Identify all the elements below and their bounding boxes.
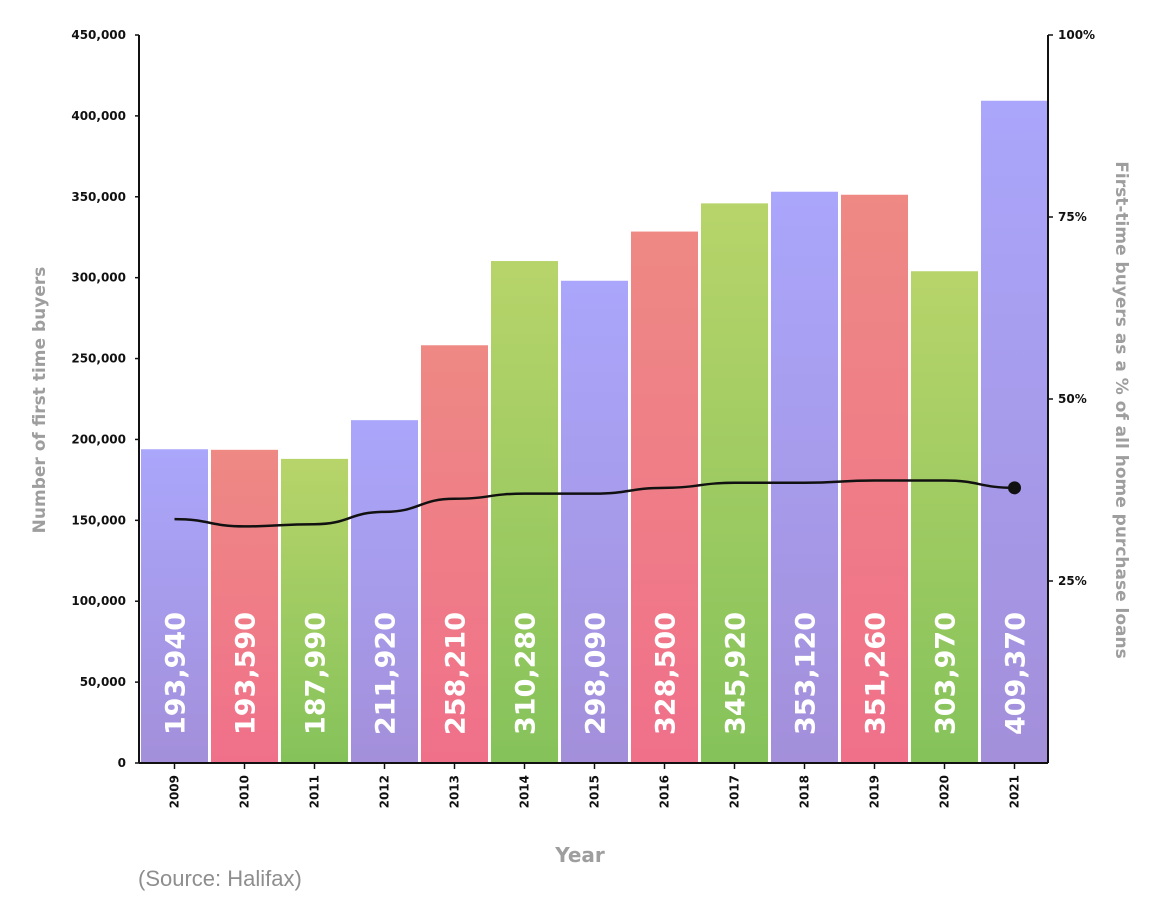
bar-2010 — [211, 449, 278, 763]
y2-tick-label: 25% — [1058, 574, 1087, 588]
x-tick-label: 2015 — [588, 775, 602, 808]
y2-tick-label: 50% — [1058, 392, 1087, 406]
bar-value-label: 310,280 — [511, 612, 542, 735]
percentage-line-group — [174, 479, 1021, 528]
y-tick-label: 300,000 — [71, 271, 126, 285]
source-note: (Source: Halifax) — [138, 866, 302, 891]
bar-labels-group: 193,940 193,590 187,990 211,920 258,210 310,2… — [161, 612, 1032, 735]
x-tick-label: 2012 — [378, 775, 392, 808]
bar-2018 — [771, 191, 838, 763]
bar-value-label: 258,210 — [441, 612, 472, 735]
y-tick-label: 150,000 — [71, 513, 126, 527]
percentage-line — [174, 479, 1015, 528]
x-tick-label: 2020 — [938, 775, 952, 808]
x-tick-label: 2009 — [168, 775, 182, 808]
y-tick-label: 400,000 — [71, 109, 126, 123]
x-tick-label: 2010 — [238, 775, 252, 808]
bar-value-label: 409,370 — [1001, 612, 1032, 735]
bar-2021 — [981, 100, 1048, 764]
bar-value-label: 345,920 — [721, 612, 752, 735]
y-tick-label: 50,000 — [80, 675, 126, 689]
y-ticks-left: 450,000 400,000 350,000 300,000 250,000 200,0… — [71, 28, 139, 770]
x-tick-label: 2013 — [448, 775, 462, 808]
bar-2020 — [911, 271, 978, 763]
bar-value-label: 303,970 — [931, 612, 962, 735]
y-axis-title: Number of first time buyers — [30, 267, 50, 534]
bar-value-label: 353,120 — [791, 612, 822, 735]
x-tick-label: 2018 — [798, 775, 812, 808]
bar-2016 — [631, 231, 698, 763]
y-tick-label: 200,000 — [71, 432, 126, 446]
bar-value-label: 328,500 — [651, 612, 682, 735]
bar-value-label: 193,940 — [161, 612, 192, 735]
y-ticks-right: 100% 75% 50% 25% — [1048, 28, 1095, 588]
y-tick-label: 350,000 — [71, 190, 126, 204]
bar-value-label: 187,990 — [301, 612, 332, 735]
bar-2013 — [421, 345, 488, 763]
y2-tick-label: 75% — [1058, 210, 1087, 224]
x-tick-label: 2014 — [518, 775, 532, 808]
bar-2012 — [351, 420, 418, 763]
x-ticks: 2009 2010 2011 2012 2013 2014 2015 2016 2017 2018… — [168, 763, 1022, 808]
bar-2014 — [491, 261, 558, 763]
y-tick-label: 0 — [118, 756, 126, 770]
bar-2011 — [281, 458, 348, 763]
line-end-marker — [1008, 481, 1021, 495]
x-tick-label: 2019 — [868, 775, 882, 808]
x-tick-label: 2021 — [1008, 775, 1022, 808]
x-tick-label: 2017 — [728, 775, 742, 808]
x-tick-label: 2016 — [658, 775, 672, 808]
bar-2009 — [141, 449, 208, 763]
bar-value-label: 211,920 — [371, 612, 402, 735]
x-axis-title: Year — [554, 843, 605, 867]
x-tick-label: 2011 — [308, 775, 322, 808]
bar-2015 — [561, 280, 628, 763]
bar-value-label: 298,090 — [581, 612, 612, 735]
bar-2019 — [841, 194, 908, 763]
y-tick-label: 250,000 — [71, 352, 126, 366]
y-tick-label: 450,000 — [71, 28, 126, 42]
y2-axis-title: First-time buyers as a % of all home pur… — [1111, 161, 1131, 658]
y-tick-label: 100,000 — [71, 594, 126, 608]
bar-value-label: 193,590 — [231, 612, 262, 735]
y2-tick-label: 100% — [1058, 28, 1095, 42]
bar-value-label: 351,260 — [861, 612, 892, 735]
